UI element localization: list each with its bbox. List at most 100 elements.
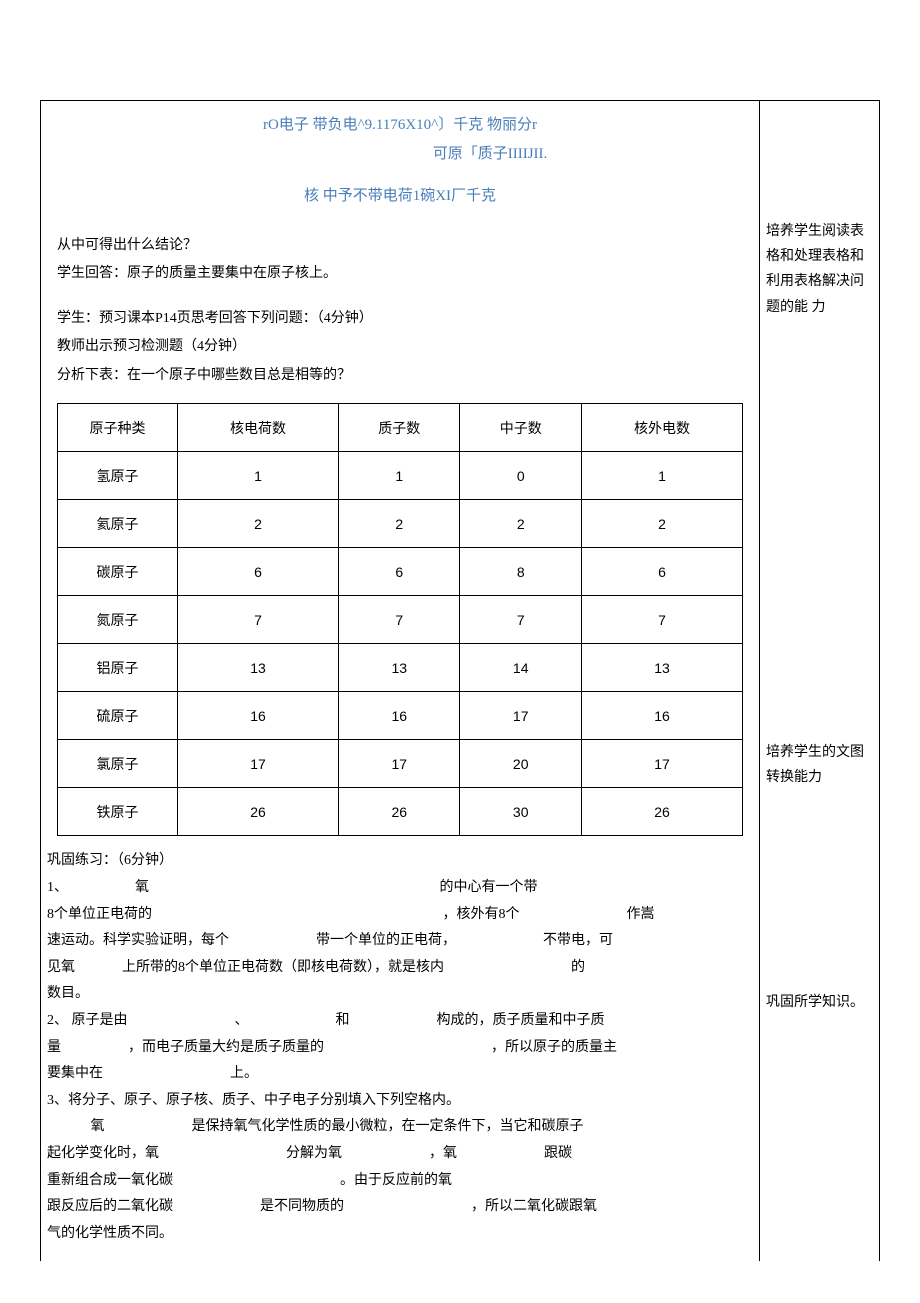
blue-line-1: rO电子 带负电^9.1176X10^〕千克 物丽分r	[61, 111, 739, 140]
text: 不带电，可	[543, 933, 613, 948]
exercise-block: 巩固练习：（6分钟） 1、 氧 的中心有一个带 8个单位正电荷的 ，核外有8个 …	[41, 842, 759, 1261]
side-note-1: 培养学生阅读表格和处理表格和利用表格解决问题的能 力	[766, 219, 873, 320]
cell: 1	[178, 452, 339, 500]
ex1-line1: 1、 氧 的中心有一个带	[47, 875, 743, 902]
text: 量	[47, 1040, 61, 1055]
cell: 6	[581, 548, 742, 596]
cell: 17	[460, 692, 581, 740]
ex1-line3: 速运动。科学实验证明，每个 带一个单位的正电荷， 不带电，可	[47, 928, 743, 955]
cell: 16	[581, 692, 742, 740]
cell: 2	[581, 500, 742, 548]
cell: 8	[460, 548, 581, 596]
intro-p2: 教师出示预习检测题（4分钟）	[57, 334, 743, 361]
text: 作嵩	[627, 907, 655, 922]
cell: 6	[178, 548, 339, 596]
ex3-line3: 起化学变化时，氧 分解为氧 ，氧 跟碳	[47, 1141, 743, 1168]
cell: 2	[460, 500, 581, 548]
atom-table-wrap: 原子种类 核电荷数 质子数 中子数 核外电数 氢原子 1 1 0 1	[41, 391, 759, 842]
text: 要集中在	[47, 1066, 103, 1081]
cell: 17	[178, 740, 339, 788]
cell: 26	[339, 788, 460, 836]
row-label: 氦原子	[58, 500, 178, 548]
text: ，所以原子的质量主	[491, 1040, 617, 1055]
cell: 0	[460, 452, 581, 500]
table-row: 氦原子 2 2 2 2	[58, 500, 743, 548]
blue-text-block: rO电子 带负电^9.1176X10^〕千克 物丽分r 可原「质子IIIIJII…	[41, 101, 759, 231]
text: 构成的，质子质量和中子质	[437, 1013, 605, 1028]
ex1-line5: 数目。	[47, 981, 743, 1008]
ex2-line2: 量 ，而电子质量大约是质子质量的 ，所以原子的质量主	[47, 1035, 743, 1062]
cell: 13	[581, 644, 742, 692]
row-label: 氮原子	[58, 596, 178, 644]
th-type: 原子种类	[58, 404, 178, 452]
cell: 17	[339, 740, 460, 788]
cell: 17	[581, 740, 742, 788]
blue-line-2: 可原「质子IIIIJII.	[61, 140, 739, 169]
cell: 2	[339, 500, 460, 548]
table-row: 硫原子 16 16 17 16	[58, 692, 743, 740]
text: 跟反应后的二氧化碳	[47, 1199, 173, 1214]
text: ，氧	[429, 1146, 457, 1161]
ex3-line1: 3、将分子、原子、原子核、质子、中子电子分别填入下列空格内。	[47, 1088, 743, 1115]
cell: 7	[581, 596, 742, 644]
th-nuclear-charge: 核电荷数	[178, 404, 339, 452]
table-row: 氯原子 17 17 20 17	[58, 740, 743, 788]
text: 1、	[47, 880, 68, 895]
intro-answer: 学生回答：原子的质量主要集中在原子核上。	[57, 261, 743, 288]
cell: 7	[178, 596, 339, 644]
th-electron: 核外电数	[581, 404, 742, 452]
blue-line-3: 核 中予不带电荷1碗XI厂千克	[61, 182, 739, 211]
table-row: 碳原子 6 6 8 6	[58, 548, 743, 596]
row-label: 铝原子	[58, 644, 178, 692]
ex1-line4: 见氧 上所带的8个单位正电荷数（即核电荷数），就是核内 的	[47, 955, 743, 982]
cell: 7	[339, 596, 460, 644]
cell: 14	[460, 644, 581, 692]
side-note-3: 巩固所学知识。	[766, 990, 873, 1015]
row-label: 硫原子	[58, 692, 178, 740]
text: 的中心有一个带	[440, 880, 538, 895]
text: 是不同物质的	[260, 1199, 344, 1214]
text: 8个单位正电荷的	[47, 907, 152, 922]
text: 起化学变化时，氧	[47, 1146, 159, 1161]
intro-block: 从中可得出什么结论？ 学生回答：原子的质量主要集中在原子核上。 学生：预习课本P…	[41, 233, 759, 390]
cell: 7	[460, 596, 581, 644]
text: 的	[571, 960, 585, 975]
text: 分解为氧	[286, 1146, 342, 1161]
text: 。由于反应前的氧	[340, 1173, 452, 1188]
table-row: 铝原子 13 13 14 13	[58, 644, 743, 692]
text: 、	[235, 1013, 249, 1028]
atom-table: 原子种类 核电荷数 质子数 中子数 核外电数 氢原子 1 1 0 1	[57, 403, 743, 836]
cell: 2	[178, 500, 339, 548]
text: 重新组合成一氧化碳	[47, 1173, 173, 1188]
th-proton: 质子数	[339, 404, 460, 452]
page-layout: rO电子 带负电^9.1176X10^〕千克 物丽分r 可原「质子IIIIJII…	[40, 100, 880, 1261]
table-row: 氢原子 1 1 0 1	[58, 452, 743, 500]
ex2-line1: 2、 原子是由 、 和 构成的，质子质量和中子质	[47, 1008, 743, 1035]
text: 跟碳	[544, 1146, 572, 1161]
row-label: 氯原子	[58, 740, 178, 788]
text: ，核外有8个	[443, 907, 520, 922]
intro-question: 从中可得出什么结论？	[57, 233, 743, 260]
ex3-line4: 重新组合成一氧化碳 。由于反应前的氧	[47, 1168, 743, 1195]
table-row: 氮原子 7 7 7 7	[58, 596, 743, 644]
atom-table-body: 氢原子 1 1 0 1 氦原子 2 2 2 2 碳原子	[58, 452, 743, 836]
side-column: 培养学生阅读表格和处理表格和利用表格解决问题的能 力 培养学生的文图转换能力 巩…	[760, 101, 880, 1261]
cell: 16	[339, 692, 460, 740]
cell: 30	[460, 788, 581, 836]
ex1-line2: 8个单位正电荷的 ，核外有8个 作嵩	[47, 902, 743, 929]
row-label: 氢原子	[58, 452, 178, 500]
text: 见氧	[47, 960, 75, 975]
row-label: 铁原子	[58, 788, 178, 836]
ex3-line2: 氧 是保持氧气化学性质的最小微粒，在一定条件下，当它和碳原子	[47, 1114, 743, 1141]
text: ，所以二氧化碳跟氧	[471, 1199, 597, 1214]
ex3-line6: 气的化学性质不同。	[47, 1221, 743, 1248]
text: 氧	[135, 880, 149, 895]
cell: 26	[581, 788, 742, 836]
text: 带一个单位的正电荷，	[316, 933, 456, 948]
text: 上。	[230, 1066, 258, 1081]
text: ，而电子质量大约是质子质量的	[128, 1040, 324, 1055]
ex2-line3: 要集中在 上。	[47, 1061, 743, 1088]
cell: 16	[178, 692, 339, 740]
cell: 13	[178, 644, 339, 692]
main-column: rO电子 带负电^9.1176X10^〕千克 物丽分r 可原「质子IIIIJII…	[40, 101, 760, 1261]
